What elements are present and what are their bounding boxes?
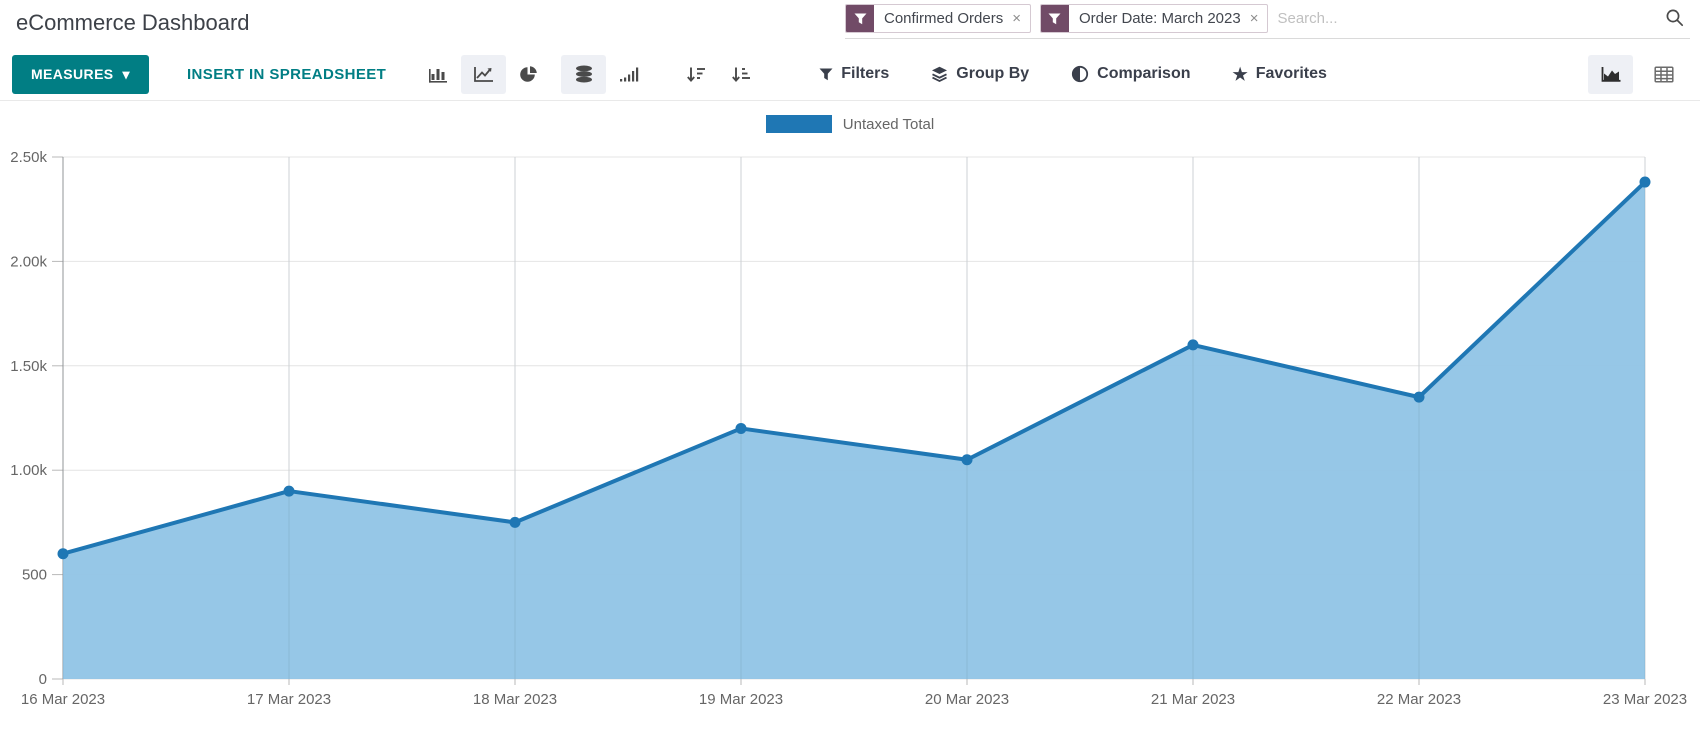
- cumulative-signal-icon[interactable]: [606, 55, 651, 94]
- half-circle-adjust-icon: [1072, 65, 1089, 83]
- facet-remove-icon[interactable]: ×: [1249, 10, 1259, 27]
- svg-text:0: 0: [39, 671, 47, 688]
- comparison-label: Comparison: [1097, 65, 1191, 82]
- svg-text:17 Mar 2023: 17 Mar 2023: [247, 691, 331, 708]
- search-icon[interactable]: [1661, 6, 1688, 32]
- groupby-label: Group By: [956, 65, 1030, 82]
- svg-text:2.00k: 2.00k: [10, 253, 47, 270]
- filters-label: Filters: [841, 65, 890, 82]
- sort-desc-icon[interactable]: [673, 55, 718, 94]
- measures-button[interactable]: MEASURES ▾: [12, 54, 149, 94]
- svg-text:2.50k: 2.50k: [10, 149, 47, 166]
- chart-section: Untaxed Total 0 500 1.00k 1.50k 2.00k 2.50k 16…: [0, 101, 1700, 729]
- legend-label: Untaxed Total: [842, 115, 935, 133]
- facet-remove-icon[interactable]: ×: [1012, 10, 1021, 27]
- graph-view-icon[interactable]: [1588, 54, 1633, 94]
- facet-label: Order Date: March 2023: [1078, 10, 1241, 27]
- stacked-database-icon[interactable]: [561, 54, 607, 94]
- page-title: eCommerce Dashboard: [16, 10, 250, 35]
- view-switcher: [1588, 54, 1686, 94]
- search-facet-confirmed-orders[interactable]: Confirmed Orders ×: [845, 4, 1031, 33]
- svg-text:1.50k: 1.50k: [10, 358, 47, 375]
- filter-funnel-icon: [1040, 5, 1069, 32]
- area-chart[interactable]: 0 500 1.00k 1.50k 2.00k 2.50k 16 Mar 2023 17 Ma…: [0, 137, 1700, 729]
- svg-text:22 Mar 2023: 22 Mar 2023: [1377, 691, 1461, 708]
- pie-chart-icon[interactable]: [506, 55, 551, 94]
- filter-funnel-icon: [846, 5, 874, 32]
- svg-text:20 Mar 2023: 20 Mar 2023: [925, 691, 1009, 708]
- chart-type-toolbar: [416, 54, 763, 94]
- measures-label: MEASURES: [31, 66, 114, 82]
- comparison-menu-button[interactable]: Comparison: [1071, 65, 1191, 83]
- control-panel: eCommerce Dashboard Confirmed Orders × O…: [0, 0, 1700, 101]
- svg-text:19 Mar 2023: 19 Mar 2023: [699, 691, 783, 708]
- layers-icon: [932, 66, 948, 82]
- svg-text:18 Mar 2023: 18 Mar 2023: [473, 691, 557, 708]
- toolbar-row: MEASURES ▾ INSERT IN SPREADSHEET: [0, 50, 1700, 98]
- pivot-view-icon[interactable]: [1641, 55, 1686, 94]
- funnel-icon: [819, 68, 833, 80]
- filters-menu-button[interactable]: Filters: [819, 65, 889, 83]
- search-input[interactable]: [1277, 10, 1661, 27]
- line-chart-icon[interactable]: [461, 54, 507, 94]
- chevron-down-icon: ▾: [122, 65, 130, 82]
- search-options: Filters Group By Comparison ★ Favor: [819, 65, 1327, 83]
- sort-asc-icon[interactable]: [718, 55, 763, 94]
- groupby-menu-button[interactable]: Group By: [931, 65, 1029, 83]
- search-bar: Confirmed Orders × Order Date: March 202…: [845, 3, 1690, 39]
- legend-swatch: [765, 115, 832, 133]
- facet-label: Confirmed Orders: [884, 10, 1004, 27]
- bar-chart-icon[interactable]: [416, 55, 461, 94]
- favorites-label: Favorites: [1255, 65, 1327, 82]
- svg-text:16 Mar 2023: 16 Mar 2023: [21, 691, 105, 708]
- svg-text:23 Mar 2023: 23 Mar 2023: [1603, 691, 1687, 708]
- svg-text:1.00k: 1.00k: [10, 462, 47, 479]
- chart-legend[interactable]: Untaxed Total: [0, 113, 1700, 135]
- svg-text:21 Mar 2023: 21 Mar 2023: [1151, 691, 1235, 708]
- star-icon: ★: [1232, 64, 1248, 84]
- search-facet-order-date[interactable]: Order Date: March 2023 ×: [1039, 4, 1269, 33]
- svg-text:500: 500: [22, 567, 47, 584]
- insert-in-spreadsheet-button[interactable]: INSERT IN SPREADSHEET: [186, 65, 387, 83]
- favorites-menu-button[interactable]: ★ Favorites: [1233, 65, 1327, 83]
